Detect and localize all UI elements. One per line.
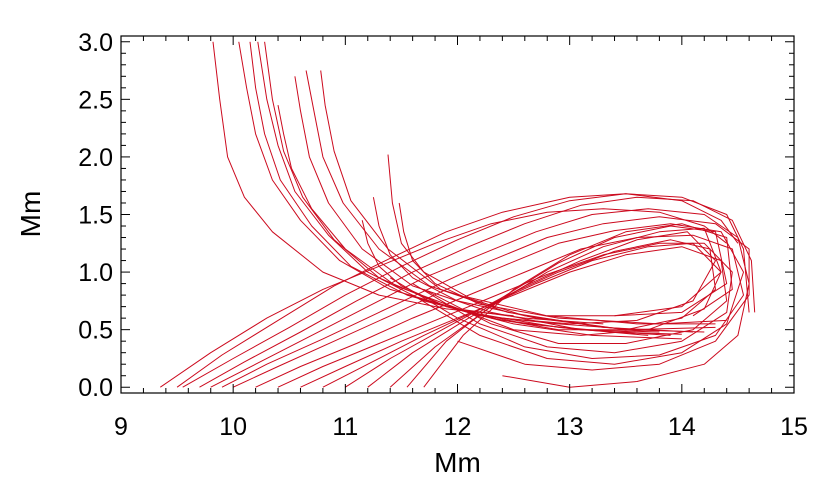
x-tick-label: 10 xyxy=(219,413,247,441)
y-tick-label: 1.5 xyxy=(78,202,113,230)
series-line-17 xyxy=(199,196,756,388)
series-line-11 xyxy=(372,197,705,333)
series-line-4 xyxy=(257,41,660,333)
series-line-21 xyxy=(255,234,744,388)
series-line-29 xyxy=(423,223,733,388)
series-line-8 xyxy=(305,70,694,333)
y-tick-label: 0.5 xyxy=(78,317,113,345)
series-line-1 xyxy=(212,41,514,317)
y-tick-label: 2.0 xyxy=(78,144,113,172)
series-line-12 xyxy=(387,154,716,325)
series-line-28 xyxy=(406,225,728,388)
x-tick-label: 13 xyxy=(556,413,584,441)
series-line-15 xyxy=(176,193,739,388)
series-layer xyxy=(160,41,756,388)
y-tick-label: 0.0 xyxy=(78,374,113,402)
series-line-23 xyxy=(300,246,728,388)
series-line-10 xyxy=(361,220,682,340)
series-line-6 xyxy=(277,105,649,336)
series-line-16 xyxy=(182,193,750,388)
series-line-20 xyxy=(232,223,744,388)
series-line-14 xyxy=(160,208,728,388)
x-tick-label: 12 xyxy=(444,413,472,441)
x-axis-label: Mm xyxy=(434,447,481,478)
series-line-22 xyxy=(277,242,733,388)
plot-frame xyxy=(120,35,795,394)
series-line-27 xyxy=(389,227,722,388)
x-tick-label: 14 xyxy=(668,413,696,441)
series-line-24 xyxy=(322,242,722,388)
y-tick-label: 1.0 xyxy=(78,259,113,287)
series-line-7 xyxy=(294,76,671,336)
y-axis-label: Mm xyxy=(15,191,46,238)
x-tick-label: 9 xyxy=(114,413,128,441)
series-line-18 xyxy=(210,208,750,388)
series-line-3 xyxy=(249,41,638,331)
series-line-25 xyxy=(345,239,716,388)
x-tick-label: 11 xyxy=(332,413,358,441)
y-tick-label: 3.0 xyxy=(78,29,113,57)
x-tick-label: 15 xyxy=(780,413,808,441)
series-line-26 xyxy=(367,231,716,388)
series-line-19 xyxy=(221,216,750,388)
y-tick-label: 2.5 xyxy=(78,86,113,114)
series-line-13 xyxy=(398,202,727,325)
tick-layer: 9 10 11 12 13 14 15 0.0 0.5 1.0 1.5 2.0 2.5 3.0 xyxy=(78,29,808,441)
series-line-2 xyxy=(238,41,604,325)
